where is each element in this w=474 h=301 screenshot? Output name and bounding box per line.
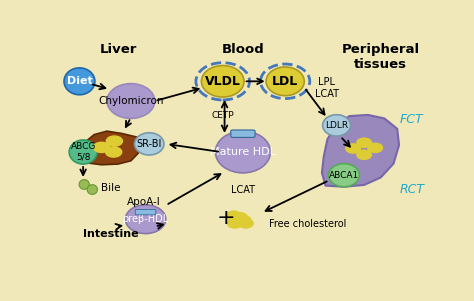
Polygon shape [82, 131, 140, 165]
Text: +: + [217, 208, 236, 228]
Text: FCT: FCT [400, 113, 424, 126]
Text: ApoA-I: ApoA-I [127, 197, 161, 207]
Circle shape [357, 138, 372, 147]
Circle shape [368, 143, 383, 153]
Text: CETP: CETP [211, 111, 234, 120]
Text: ABCG
5/8: ABCG 5/8 [71, 142, 96, 162]
Text: Bile: Bile [101, 183, 121, 193]
Text: LCAT: LCAT [231, 185, 255, 195]
FancyBboxPatch shape [52, 32, 434, 272]
Text: Blood: Blood [221, 43, 264, 56]
FancyBboxPatch shape [135, 209, 156, 215]
Text: Peripheral
tissues: Peripheral tissues [342, 43, 420, 71]
Text: Chylomicron: Chylomicron [98, 96, 164, 106]
Text: VLDL: VLDL [205, 75, 241, 88]
Ellipse shape [266, 67, 304, 96]
Ellipse shape [323, 115, 351, 136]
FancyBboxPatch shape [231, 130, 255, 137]
Ellipse shape [328, 164, 359, 187]
Text: Liver: Liver [100, 43, 137, 56]
Text: Diet: Diet [66, 76, 92, 86]
Circle shape [237, 216, 251, 225]
Ellipse shape [201, 66, 244, 97]
Circle shape [233, 213, 247, 222]
Polygon shape [322, 115, 399, 187]
Circle shape [346, 144, 361, 153]
Text: SR-BI: SR-BI [137, 139, 162, 149]
Text: ABCA1: ABCA1 [329, 171, 359, 180]
Text: Mature HDL: Mature HDL [210, 147, 276, 157]
Circle shape [106, 147, 122, 157]
Text: Intestine: Intestine [83, 229, 138, 239]
Ellipse shape [215, 131, 271, 173]
Text: LDL: LDL [272, 75, 298, 88]
Ellipse shape [125, 205, 166, 234]
Text: RCT: RCT [400, 183, 424, 196]
Text: preβ-HDL: preβ-HDL [122, 214, 169, 224]
Circle shape [106, 136, 122, 146]
Circle shape [238, 219, 253, 228]
Circle shape [93, 142, 109, 153]
Text: Free cholesterol: Free cholesterol [269, 219, 346, 229]
Ellipse shape [79, 180, 90, 189]
Circle shape [228, 219, 242, 228]
Ellipse shape [87, 185, 98, 194]
Ellipse shape [69, 140, 97, 164]
Circle shape [227, 211, 241, 220]
Text: LDLR: LDLR [325, 121, 348, 130]
Ellipse shape [135, 133, 164, 155]
Circle shape [357, 150, 372, 160]
Ellipse shape [64, 68, 95, 95]
Text: LPL
LCAT: LPL LCAT [315, 77, 338, 99]
Ellipse shape [107, 84, 155, 118]
